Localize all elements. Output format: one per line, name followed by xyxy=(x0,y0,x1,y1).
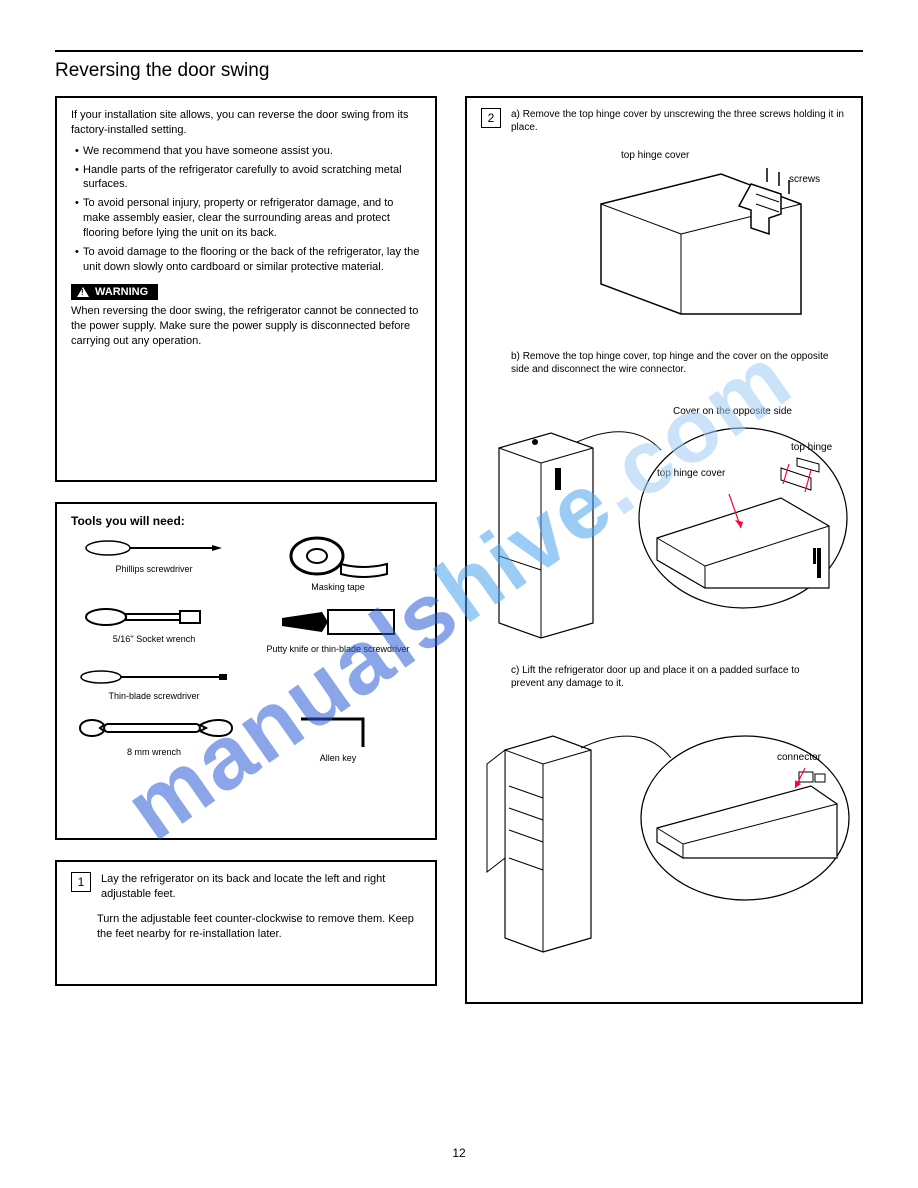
bullet: To avoid personal injury, property or re… xyxy=(75,196,421,241)
step-1-number: 1 xyxy=(71,872,91,892)
step-2a-text: Remove the top hinge cover by unscrewing… xyxy=(511,109,844,133)
warning-icon xyxy=(77,287,89,297)
tools-grid: Phillips screwdriver Masking tape xyxy=(71,534,421,763)
diagram-hinge-closeup xyxy=(591,164,811,324)
step-2-inner: 2 a) Remove the top hinge cover by unscr… xyxy=(481,108,847,988)
tool-label: Thin-blade screwdriver xyxy=(71,691,237,701)
step-2-number: 2 xyxy=(481,108,501,128)
page-title: Reversing the door swing xyxy=(55,60,863,82)
tool-empty xyxy=(255,665,421,701)
tool-label: 8 mm wrench xyxy=(71,747,237,757)
label-connector: connector xyxy=(777,752,821,763)
tool-phillips: Phillips screwdriver xyxy=(71,534,237,592)
box-intro: If your installation site allows, you ca… xyxy=(55,96,437,482)
columns: If your installation site allows, you ca… xyxy=(55,96,863,1024)
step-1-text: Lay the refrigerator on its back and loc… xyxy=(101,872,421,902)
step-1-sub: Turn the adjustable feet counter-clockwi… xyxy=(97,912,421,942)
column-left: If your installation site allows, you ca… xyxy=(55,96,437,1024)
header-rule xyxy=(55,50,863,52)
tool-label: Masking tape xyxy=(255,582,421,592)
tape-icon xyxy=(283,534,393,580)
label-top-hinge: top hinge xyxy=(791,442,832,453)
tool-socket: 5/16'' Socket wrench xyxy=(71,602,237,654)
page: Reversing the door swing If your install… xyxy=(0,0,918,1054)
diagram-fridge-open xyxy=(481,708,851,958)
thin-icon xyxy=(79,665,229,689)
tools-heading: Tools you will need: xyxy=(71,514,421,528)
step-2b-text: Remove the top hinge cover, top hinge an… xyxy=(511,351,828,375)
label-screws: screws xyxy=(789,174,820,185)
tool-putty: Putty knife or thin-blade screwdriver xyxy=(255,602,421,654)
step-2c: c) Lift the refrigerator door up and pla… xyxy=(511,664,831,690)
tool-label: Putty knife or thin-blade screwdriver xyxy=(255,644,421,654)
tool-wrench: 8 mm wrench xyxy=(71,711,237,763)
wrench-icon xyxy=(74,711,234,745)
bullet: To avoid damage to the flooring or the b… xyxy=(75,245,421,275)
label-top-hinge-cover-2: top hinge cover xyxy=(657,468,725,479)
tool-label: Allen key xyxy=(255,753,421,763)
phillips-icon xyxy=(84,534,224,562)
step-2a: a) Remove the top hinge cover by unscrew… xyxy=(511,108,847,134)
warning-text: When reversing the door swing, the refri… xyxy=(71,304,421,349)
step-2a-label: a) xyxy=(511,109,520,120)
tool-allen: Allen key xyxy=(255,711,421,763)
intro-bullets: We recommend that you have someone assis… xyxy=(71,144,421,275)
diagram-fridge-top xyxy=(481,398,851,648)
tool-label: 5/16'' Socket wrench xyxy=(71,634,237,644)
label-top-hinge-cover: top hinge cover xyxy=(621,150,689,161)
box-step-1: 1 Lay the refrigerator on its back and l… xyxy=(55,860,437,986)
box-step-2: 2 a) Remove the top hinge cover by unscr… xyxy=(465,96,863,1004)
warning-label: WARNING xyxy=(95,286,148,298)
step2-row: 2 a) Remove the top hinge cover by unscr… xyxy=(481,108,847,134)
bullet: Handle parts of the refrigerator careful… xyxy=(75,163,421,193)
allen-icon xyxy=(293,711,383,751)
label-cover-opposite: Cover on the opposite side xyxy=(673,406,792,417)
warning-badge: WARNING xyxy=(71,284,158,300)
intro-line: If your installation site allows, you ca… xyxy=(71,108,421,138)
putty-icon xyxy=(278,602,398,642)
tool-label: Phillips screwdriver xyxy=(71,564,237,574)
column-right: 2 a) Remove the top hinge cover by unscr… xyxy=(465,96,863,1024)
step2-text-col: a) Remove the top hinge cover by unscrew… xyxy=(511,108,847,134)
tool-tape: Masking tape xyxy=(255,534,421,592)
bullet: We recommend that you have someone assis… xyxy=(75,144,421,159)
step-2b: b) Remove the top hinge cover, top hinge… xyxy=(511,350,831,376)
socket-icon xyxy=(84,602,224,632)
tool-thin: Thin-blade screwdriver xyxy=(71,665,237,701)
page-number: 12 xyxy=(0,1146,918,1160)
label-cover-opposite-text: Cover on the opposite side xyxy=(673,406,792,417)
step-2c-text: Lift the refrigerator door up and place … xyxy=(511,665,800,689)
step1-row: 1 Lay the refrigerator on its back and l… xyxy=(71,872,421,908)
box-tools: Tools you will need: Phillips screwdrive… xyxy=(55,502,437,840)
step-2c-label: c) xyxy=(511,665,519,676)
step-2b-label: b) xyxy=(511,351,520,362)
